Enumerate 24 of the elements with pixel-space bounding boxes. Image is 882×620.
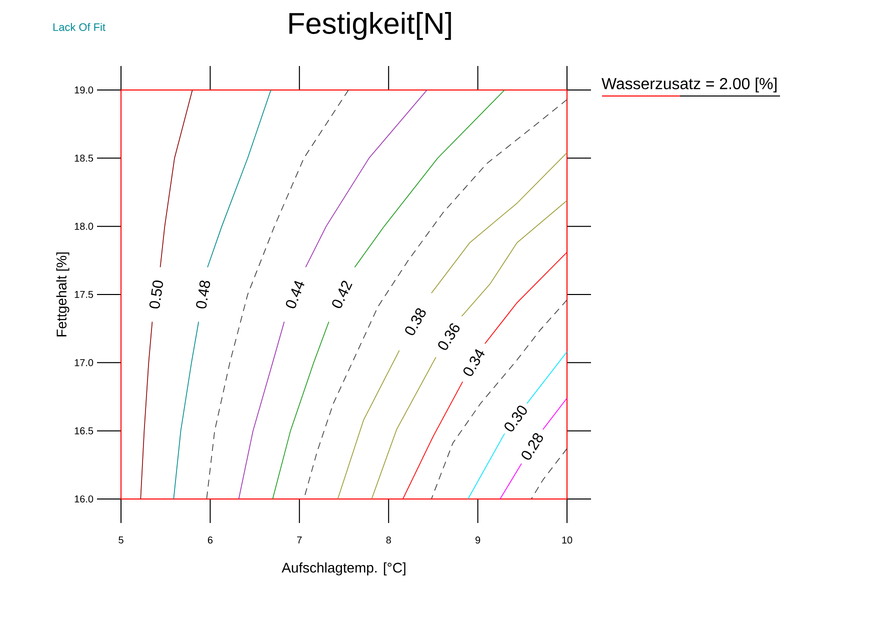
text: 0.48 (196, 280, 210, 308)
text: Wasserzusatz = 2.00 [%] (602, 78, 777, 92)
text: Lack Of Fit (53, 22, 106, 32)
text: 0.44 (286, 280, 304, 308)
y-tick-label: 18.0 (74, 222, 94, 230)
x-tick-label: 6 (208, 536, 213, 544)
y-tick-label: 19.0 (74, 86, 94, 94)
x-tick-label: 5 (118, 536, 124, 544)
x-tick-label: 7 (297, 536, 302, 544)
x-tick-label: 10 (562, 536, 572, 544)
line-series (431, 300, 568, 499)
y-tick-label: 17.5 (74, 291, 94, 298)
y-axis-title: Fettgehalt [%] (56, 252, 70, 336)
chart-title: Festigkeit[N] (289, 12, 451, 40)
y-tick-label: 18.5 (74, 154, 94, 162)
y-tick-label: 17.0 (74, 359, 94, 366)
x-axis-title: Aufschlagtemp. [°C] (282, 562, 406, 576)
y-tick-label: 16.0 (74, 495, 94, 503)
text: 0.50 (149, 280, 164, 308)
y-tick-label: 16.5 (74, 427, 94, 434)
text: 0.38 (405, 308, 426, 336)
x-tick-label: 8 (386, 536, 391, 544)
text: 0.42 (332, 280, 352, 308)
x-tick-label: 9 (476, 536, 480, 544)
